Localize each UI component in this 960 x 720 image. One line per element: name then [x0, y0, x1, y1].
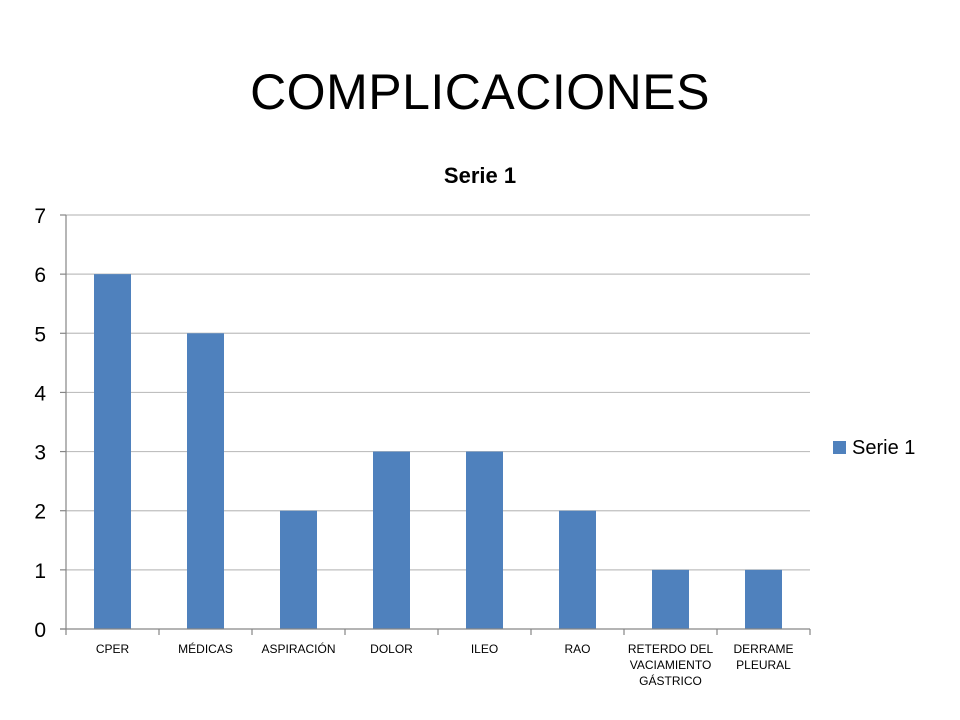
bar — [94, 274, 131, 629]
y-tick-label: 3 — [34, 442, 46, 465]
bar — [559, 510, 596, 629]
x-tick-label: DERRAME PLEURAL — [733, 642, 793, 672]
y-tick-label: 4 — [34, 382, 46, 405]
bar — [745, 569, 782, 629]
x-tick-label: ASPIRACIÓN — [261, 641, 335, 656]
y-tick-label: 5 — [34, 323, 46, 346]
x-tick-label: ILEO — [471, 642, 498, 656]
x-tick-label: MÉDICAS — [178, 641, 233, 656]
x-tick-label: RETERDO DEL VACIAMIENTO GÁSTRICO — [628, 642, 714, 688]
axes — [60, 214, 811, 635]
x-tick-label: RAO — [564, 642, 590, 656]
slide-title: COMPLICACIONES — [250, 64, 710, 120]
legend-label: Serie 1 — [852, 437, 915, 459]
legend: Serie 1 — [833, 437, 915, 459]
y-tick-label: 6 — [34, 264, 46, 287]
y-tick-label: 0 — [34, 619, 46, 642]
y-tick-label: 2 — [34, 501, 46, 524]
bar — [652, 569, 689, 629]
legend-swatch — [833, 441, 846, 454]
y-tick-labels: 0 1 2 3 4 5 6 7 — [34, 205, 46, 642]
y-tick-label: 7 — [34, 205, 46, 228]
bar — [187, 333, 224, 629]
bars — [94, 274, 782, 629]
y-tick-label: 1 — [34, 560, 46, 583]
gridlines — [66, 214, 810, 571]
x-tick-label: DOLOR — [370, 642, 413, 656]
x-tick-label: CPER — [96, 642, 130, 656]
bar — [466, 451, 503, 629]
bar — [373, 451, 410, 629]
chart-title: Serie 1 — [444, 163, 516, 188]
x-tick-labels: CPER MÉDICAS ASPIRACIÓN DOLOR ILEO RAO RETERDO… — [96, 641, 794, 688]
bar — [280, 510, 317, 629]
